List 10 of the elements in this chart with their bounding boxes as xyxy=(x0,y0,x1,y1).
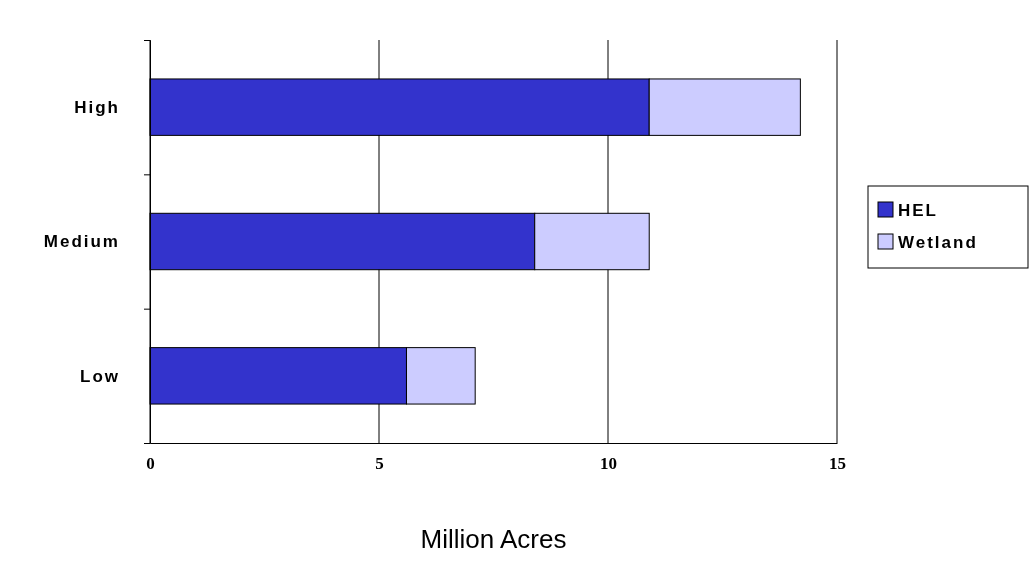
y-tick-label: Low xyxy=(80,366,120,386)
x-tick-label: 0 xyxy=(146,454,155,474)
y-tick-label: Medium xyxy=(43,232,120,252)
x-tick-label: 15 xyxy=(829,454,846,474)
legend-label: Wetland xyxy=(898,232,978,252)
x-tick-label: 10 xyxy=(600,454,617,474)
y-tick-label: High xyxy=(74,98,120,118)
x-axis-title: Million Acres xyxy=(420,524,567,554)
x-tick-label: 5 xyxy=(375,454,384,474)
legend-label: HEL xyxy=(898,200,938,220)
